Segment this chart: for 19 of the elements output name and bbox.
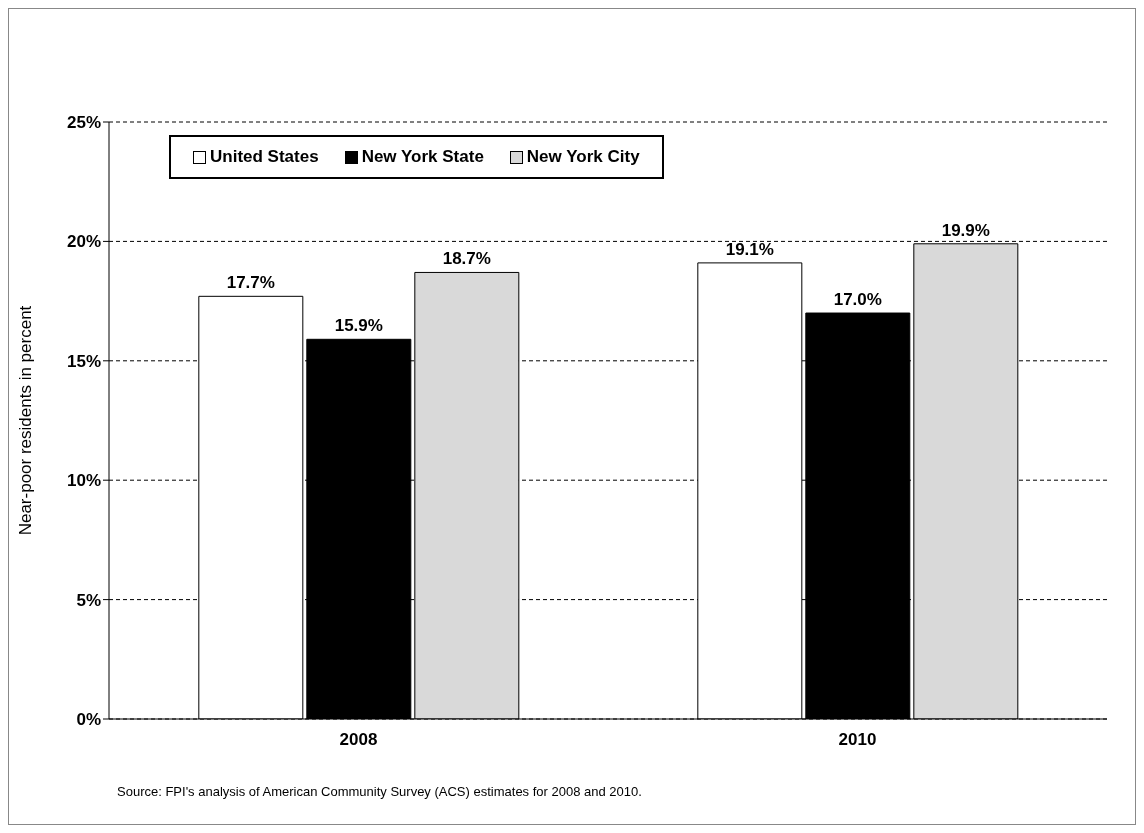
y-tick-label: 20% [66, 232, 101, 252]
y-tick-label: 0% [76, 710, 101, 730]
data-label: 19.1% [725, 239, 774, 259]
data-label: 18.7% [442, 249, 491, 269]
source-note: Source: FPI's analysis of American Community Survey (ACS) estimates for 2008 and 2010. [117, 784, 642, 799]
y-tick-label: 5% [76, 590, 101, 610]
y-axis-title: Near-poor residents in percent [16, 305, 36, 536]
y-tick-label: 10% [66, 471, 101, 491]
y-tick-label: 15% [66, 351, 101, 371]
x-tick-label: 2008 [339, 730, 378, 750]
y-tick-label: 25% [66, 113, 101, 133]
legend-label: New York City [525, 147, 640, 167]
x-tick-label: 2010 [838, 730, 877, 750]
legend-label: New York State [360, 147, 484, 167]
data-label: 17.7% [226, 273, 275, 293]
legend-label: United States [209, 147, 319, 167]
data-label: 15.9% [334, 316, 383, 336]
data-label: 17.0% [833, 290, 882, 310]
data-label: 19.9% [941, 220, 990, 240]
